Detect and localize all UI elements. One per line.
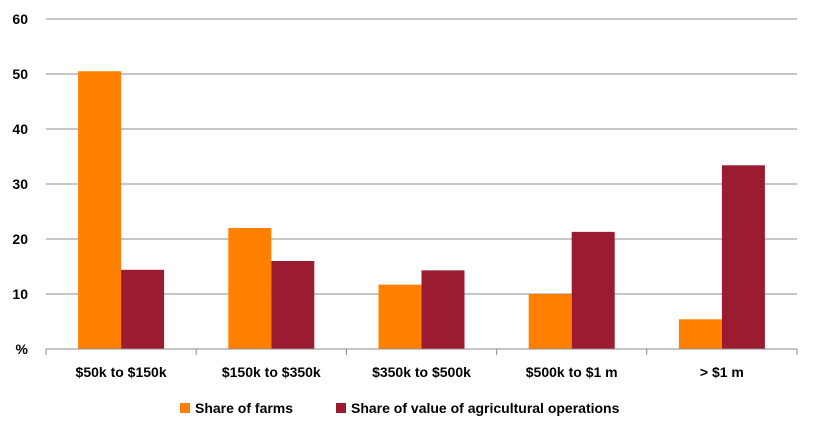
y-tick-label: %: [16, 341, 29, 357]
bar-share-of-farms-2: [378, 284, 422, 349]
y-tick-label: 20: [12, 231, 28, 247]
bars: [78, 71, 765, 349]
bar-share-of-value-2: [421, 270, 465, 349]
legend-label: Share of value of agricultural operation…: [351, 400, 620, 416]
legend: Share of farms Share of value of agricult…: [180, 400, 620, 416]
legend-label: Share of farms: [195, 400, 293, 416]
x-tick-label: $500k to $1 m: [526, 364, 618, 380]
bar-share-of-value-1: [271, 261, 315, 349]
legend-swatch: [180, 403, 190, 413]
gridlines: [46, 18, 797, 295]
bar-share-of-farms-3: [528, 294, 572, 349]
x-tick-label: > $1 m: [700, 364, 744, 380]
y-tick-label: 30: [12, 176, 28, 192]
bar-share-of-value-4: [721, 165, 765, 349]
legend-swatch: [336, 403, 346, 413]
bar-share-of-value-0: [121, 269, 165, 349]
x-tick-label: $350k to $500k: [372, 364, 471, 380]
y-tick-label: 10: [12, 286, 28, 302]
x-axis-tick-labels: $50k to $150k $150k to $350k $350k to $500…: [76, 364, 744, 380]
bar-share-of-value-3: [571, 231, 615, 349]
y-axis-tick-labels: % 10 20 30 40 50 60: [12, 11, 28, 357]
x-tick-label: $150k to $350k: [222, 364, 321, 380]
x-axis: [45, 348, 798, 355]
y-tick-label: 60: [12, 11, 28, 27]
y-tick-label: 50: [12, 66, 28, 82]
bar-share-of-farms-4: [678, 319, 722, 349]
bar-share-of-farms-0: [78, 71, 122, 349]
x-tick-label: $50k to $150k: [76, 364, 167, 380]
y-tick-label: 40: [12, 121, 28, 137]
bar-share-of-farms-1: [228, 228, 272, 349]
